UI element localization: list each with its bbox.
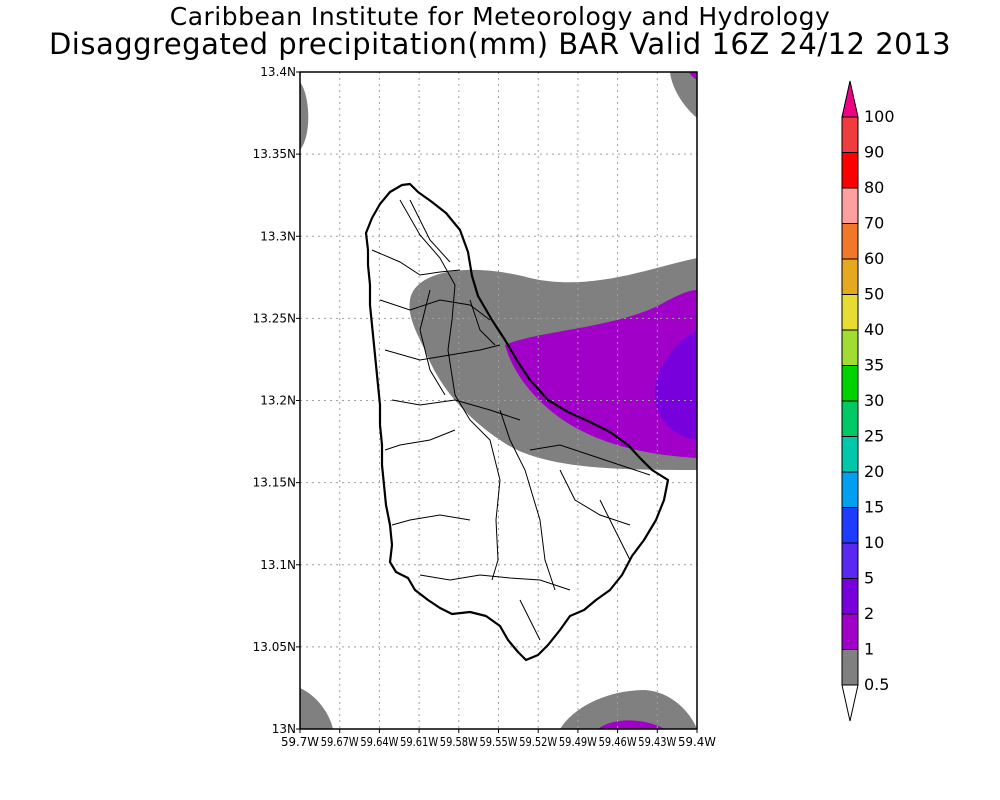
chart-subtitle: Disaggregated precipitation(mm) BAR Vali… (48, 27, 952, 61)
y-tick-label: 13.4N (260, 65, 296, 79)
x-tick-label: 59.55W (480, 735, 518, 749)
color-bar-level-label: 0.5 (864, 675, 889, 694)
chart-title: Caribbean Institute for Meteorology and … (169, 2, 831, 31)
color-bar-level-label: 2 (864, 604, 874, 623)
color-bar-swatch (841, 223, 859, 260)
y-tick-label: 13.2N (260, 394, 296, 408)
color-bar-level-label: 60 (864, 249, 884, 268)
color-bar-level-label: 80 (864, 178, 884, 197)
x-tick-label: 59.64W (360, 735, 398, 749)
y-tick-label: 13N (272, 722, 296, 736)
color-bar-level-label: 90 (864, 143, 884, 162)
color-bar-level-label: 50 (864, 285, 884, 304)
color-bar-level-label: 25 (864, 427, 884, 446)
color-bar-level-label: 40 (864, 320, 884, 339)
color-bar-level-label: 1 (864, 640, 874, 659)
y-tick-label: 13.05N (253, 640, 296, 654)
color-bar-swatch (841, 116, 859, 153)
x-tick-label: 59.7W (281, 735, 319, 749)
color-bar-swatch (841, 613, 859, 650)
precip-zone-2mm-northeast (654, 330, 697, 440)
color-bar-swatch (841, 649, 859, 686)
x-tick-label: 59.46W (599, 735, 637, 749)
x-tick-label: 59.61W (400, 735, 438, 749)
color-bar-level-label: 70 (864, 214, 884, 233)
y-tick-label: 13.25N (253, 311, 296, 325)
precip-zone-1mm-northeast (505, 290, 697, 458)
color-bar-swatch (841, 542, 859, 579)
color-bar-legend: 100 90 80 70 60 50 40 35 30 25 20 15 10 5 2 1 0.5 (841, 80, 895, 722)
color-bar-swatch (841, 471, 859, 508)
color-bar-swatch (841, 365, 859, 402)
x-tick-label: 59.49W (559, 735, 597, 749)
color-bar-bottom-arrow (841, 684, 859, 722)
precip-zone-0.5mm-bottomright (560, 690, 697, 729)
y-tick-label: 13.1N (260, 558, 296, 572)
precip-zone-0.5mm-left (300, 82, 309, 150)
y-tick-label: 13.35N (253, 147, 296, 161)
color-bar-swatch (841, 152, 859, 189)
x-tick-label: 59.52W (519, 735, 557, 749)
color-bar-swatch (841, 578, 859, 615)
map-gridlines (300, 72, 697, 729)
longitude-axis: 59.7W 59.67W 59.64W 59.61W 59.58W 59.55W 59.52… (281, 729, 716, 749)
color-bar-level-label: 10 (864, 533, 884, 552)
color-bar-swatch (841, 329, 859, 366)
color-bar-top-arrow (841, 80, 859, 118)
latitude-axis: 13.4N 13.35N 13.3N 13.25N 13.2N 13.15N 13.1N 13… (253, 65, 300, 736)
color-bar-swatch (841, 294, 859, 331)
x-tick-label: 59.4W (678, 735, 716, 749)
color-bar-swatch (841, 507, 859, 544)
precip-zone-0.5mm-topright (670, 72, 697, 118)
color-bar-swatch (841, 187, 859, 224)
x-tick-label: 59.58W (440, 735, 478, 749)
x-tick-label: 59.67W (321, 735, 359, 749)
color-bar-level-label: 30 (864, 391, 884, 410)
x-tick-label: 59.43W (638, 735, 676, 749)
y-tick-label: 13.15N (253, 476, 296, 490)
island-outline (364, 182, 670, 662)
precip-zone-1mm-topright (689, 72, 697, 80)
precipitation-shading (300, 72, 697, 729)
color-bar-swatch (841, 436, 859, 473)
precip-zone-1mm-bottom (598, 720, 665, 729)
precip-zone-0.5mm-bottomleft (300, 688, 333, 729)
color-bar-swatch (841, 400, 859, 437)
color-bar-level-label: 100 (864, 107, 895, 126)
y-tick-label: 13.3N (260, 229, 296, 243)
color-bar-level-label: 20 (864, 462, 884, 481)
color-bar-level-label: 5 (864, 569, 874, 588)
color-bar-level-label: 35 (864, 356, 884, 375)
color-bar-swatch (841, 258, 859, 295)
color-bar-level-label: 15 (864, 498, 884, 517)
